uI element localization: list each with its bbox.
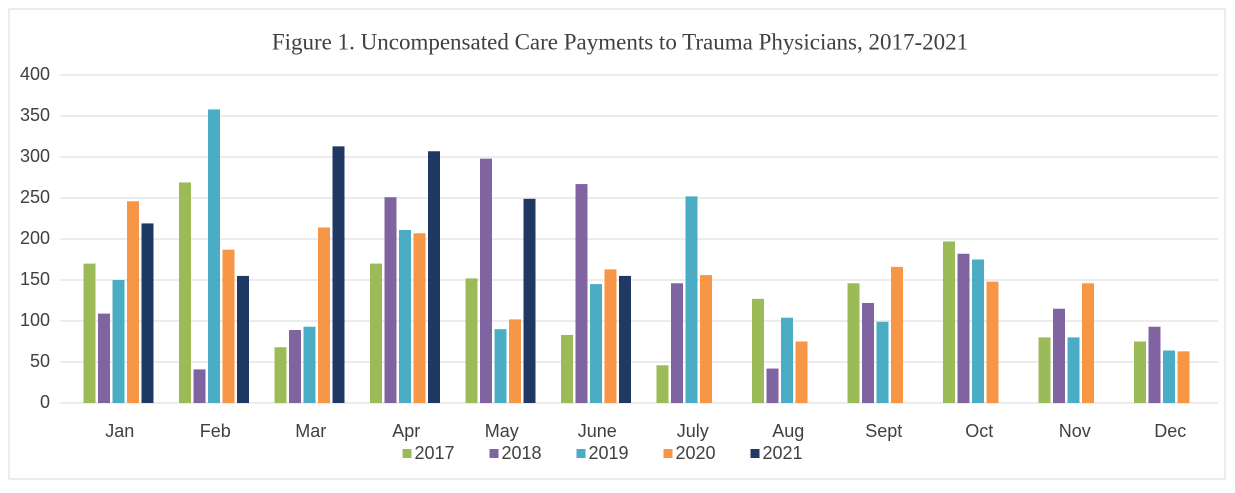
bar — [428, 151, 440, 403]
bar — [494, 329, 507, 403]
bar — [575, 184, 588, 403]
bar — [112, 280, 125, 403]
legend-label: 2021 — [763, 443, 803, 463]
bar — [289, 330, 301, 403]
y-tick-label: 0 — [40, 392, 50, 412]
bar — [1067, 337, 1080, 403]
bar — [237, 275, 249, 403]
x-tick-label: Nov — [1059, 421, 1091, 441]
bar — [303, 326, 316, 403]
bar — [179, 182, 191, 403]
bar — [700, 275, 712, 403]
bar — [876, 321, 889, 403]
bar — [509, 319, 521, 403]
bar — [413, 233, 426, 403]
legend-swatch — [663, 449, 673, 458]
bar — [957, 253, 970, 403]
bar — [795, 341, 808, 403]
bar — [752, 298, 764, 403]
chart-border — [8, 8, 1226, 480]
bar — [384, 197, 397, 403]
bar — [561, 334, 573, 403]
bar — [1038, 337, 1051, 403]
bar — [781, 317, 793, 403]
bar — [766, 368, 779, 403]
bar — [274, 347, 287, 403]
bar — [208, 109, 220, 403]
x-tick-label: May — [485, 421, 519, 441]
legend-swatch — [489, 449, 499, 458]
bar — [465, 278, 478, 403]
bar — [318, 227, 330, 403]
bar — [1053, 308, 1065, 403]
bar — [943, 241, 955, 403]
x-tick-label: June — [578, 421, 617, 441]
bar — [523, 198, 536, 403]
bar — [619, 275, 631, 403]
legend-swatch — [576, 449, 586, 458]
y-tick-label: 100 — [20, 310, 50, 330]
bar — [1163, 350, 1175, 403]
bar — [656, 365, 669, 403]
bar — [604, 269, 617, 403]
bar — [98, 313, 110, 403]
x-tick-label: Dec — [1154, 421, 1186, 441]
legend-label: 2019 — [589, 443, 629, 463]
y-tick-label: 200 — [20, 228, 50, 248]
y-tick-label: 400 — [20, 64, 50, 84]
y-tick-label: 250 — [20, 187, 50, 207]
bar — [590, 284, 602, 403]
y-tick-label: 150 — [20, 269, 50, 289]
legend-label: 2017 — [415, 443, 455, 463]
bar — [862, 302, 874, 403]
bar — [193, 369, 206, 403]
bar — [1134, 341, 1146, 403]
x-tick-label: Aug — [772, 421, 804, 441]
x-tick-label: July — [677, 421, 709, 441]
bar — [891, 266, 903, 403]
bar — [127, 201, 139, 403]
bar — [222, 249, 235, 403]
bar — [671, 283, 683, 403]
bar — [141, 223, 154, 403]
x-tick-label: Jan — [105, 421, 134, 441]
bar — [1177, 351, 1190, 403]
x-tick-label: Feb — [200, 421, 231, 441]
x-tick-label: Oct — [965, 421, 993, 441]
x-tick-label: Apr — [392, 421, 420, 441]
bar — [399, 229, 411, 403]
legend-swatch — [402, 449, 412, 458]
y-tick-label: 50 — [30, 351, 50, 371]
bar — [972, 259, 984, 403]
x-tick-label: Sept — [865, 421, 902, 441]
bar — [847, 283, 860, 403]
y-tick-label: 350 — [20, 105, 50, 125]
x-tick-label: Mar — [295, 421, 326, 441]
bar — [370, 263, 382, 403]
legend-label: 2020 — [676, 443, 716, 463]
legend-swatch — [750, 449, 760, 458]
bar — [685, 196, 698, 403]
chart-title: Figure 1. Uncompensated Care Payments to… — [272, 29, 968, 54]
bar — [480, 158, 492, 403]
bar — [332, 146, 345, 403]
bar — [1148, 326, 1161, 403]
y-tick-label: 300 — [20, 146, 50, 166]
bar — [1082, 283, 1094, 403]
bar — [986, 281, 999, 403]
bar — [83, 263, 96, 403]
legend-label: 2018 — [502, 443, 542, 463]
